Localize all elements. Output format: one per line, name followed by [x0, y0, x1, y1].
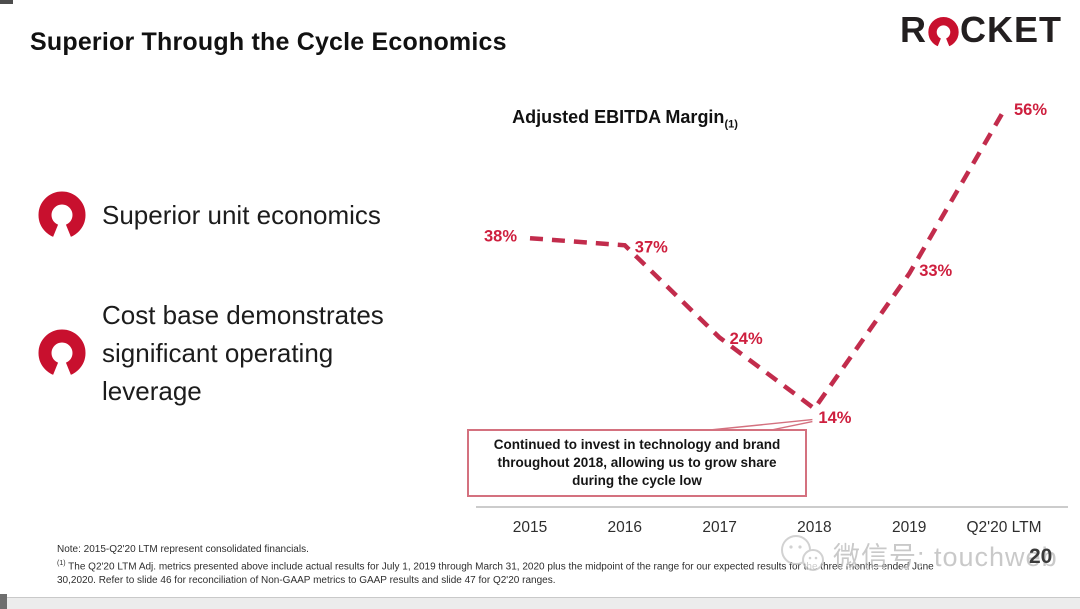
x-axis-label: 2016	[607, 519, 643, 536]
data-point-label: 24%	[730, 330, 763, 348]
footnote-note: Note: 2015-Q2'20 LTM represent consolida…	[57, 544, 309, 555]
callout-text: Continued to invest in technology and br…	[493, 437, 781, 488]
bullet-text: Cost base demonstrates significant opera…	[102, 300, 384, 406]
x-axis-line	[476, 506, 1068, 508]
footnote-1-line-1: (1) The Q2'20 LTM Adj. metrics presented…	[57, 560, 934, 573]
footnotes: Note: 2015-Q2'20 LTM represent consolida…	[57, 543, 934, 588]
logo-letters-cket: CKET	[960, 9, 1062, 50]
data-point-label: 33%	[919, 262, 952, 280]
x-axis-label: 2017	[702, 519, 737, 536]
bullet-cost-base-leverage: Cost base demonstrates significant opera…	[38, 296, 432, 410]
bottom-strip	[0, 597, 1080, 609]
x-axis-label: 2015	[512, 519, 548, 536]
bullet-text: Superior unit economics	[102, 200, 381, 230]
page-number: 20	[1029, 545, 1053, 568]
video-artifact-bottom-left	[0, 594, 7, 609]
wechat-watermark: 微信号: touchweb	[776, 533, 1058, 575]
rocket-logo: R CKET	[900, 12, 1062, 48]
wechat-icon	[781, 535, 824, 571]
x-axis-label: 2019	[891, 519, 927, 536]
chart-title: Adjusted EBITDA Margin(1)	[440, 107, 810, 131]
data-point-label: 37%	[635, 239, 668, 257]
video-artifact-top-left	[0, 0, 13, 4]
logo-letter-r: R	[900, 9, 927, 50]
data-point-label: 14%	[818, 409, 851, 427]
ebitda-margin-series	[529, 109, 1006, 412]
bullet-superior-unit-economics: Superior unit economics	[38, 190, 381, 240]
footnote-1-line-2: 30,2020. Refer to slide 46 for reconcili…	[57, 575, 556, 587]
data-point-label: 56%	[1014, 101, 1047, 119]
chart-title-text: Adjusted EBITDA Margin	[512, 107, 725, 127]
rocket-o-icon	[38, 191, 86, 240]
chart-title-footnote-ref: (1)	[724, 118, 738, 131]
page-title: Superior Through the Cycle Economics	[30, 28, 507, 56]
rocket-o-icon	[928, 16, 959, 47]
callout-box: Continued to invest in technology and br…	[467, 429, 807, 497]
x-axis-label: Q2'20 LTM	[966, 519, 1042, 536]
data-point-label: 38%	[484, 228, 517, 246]
footnote-ref-mark: (1)	[57, 560, 66, 567]
watermark-text: 微信号: touchweb	[833, 541, 1058, 572]
x-axis-label: 2018	[797, 519, 832, 536]
rocket-o-icon	[38, 329, 86, 378]
